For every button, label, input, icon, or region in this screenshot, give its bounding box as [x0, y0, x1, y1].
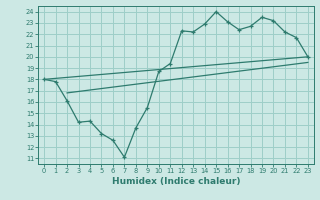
X-axis label: Humidex (Indice chaleur): Humidex (Indice chaleur)	[112, 177, 240, 186]
